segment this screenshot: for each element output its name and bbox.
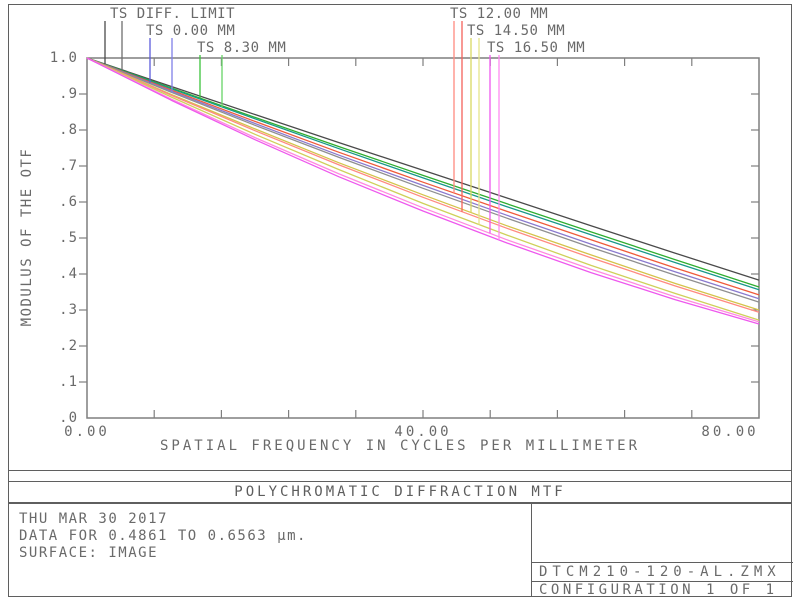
mtf-plot-canvas <box>79 21 760 419</box>
lens-file-name: DTCM210-120-AL.ZMX <box>539 564 781 580</box>
y-tick-label: .2 <box>59 338 78 354</box>
mtf-curve-5 <box>86 57 760 303</box>
plot-frame <box>86 57 760 419</box>
legend-entry-12mm: TS 12.00 MM <box>450 6 549 22</box>
mtf-curve-7 <box>86 57 760 313</box>
mtf-curve-10 <box>86 57 760 325</box>
file-cell-mid-divider <box>531 581 793 582</box>
x-tick-label: 40.00 <box>394 424 452 440</box>
legend-entry-14.5mm: TS 14.50 MM <box>467 23 566 39</box>
y-tick-label: .5 <box>59 230 78 246</box>
mtf-curve-8 <box>86 57 760 321</box>
y-axis-title: MODULUS OF THE OTF <box>19 147 35 327</box>
y-tick-label: .6 <box>59 194 78 210</box>
y-tick-label: .8 <box>59 122 78 138</box>
legend-entry-diff-limit: TS DIFF. LIMIT <box>110 6 236 22</box>
mtf-curve-3 <box>86 57 760 296</box>
mtf-curve-0 <box>86 57 760 281</box>
y-tick-label: .1 <box>59 374 78 390</box>
y-tick-label: .0 <box>59 410 78 426</box>
configuration-text: CONFIGURATION 1 OF 1 <box>539 582 778 598</box>
legend-entry-16.5mm: TS 16.50 MM <box>487 40 586 56</box>
mtf-curve-9 <box>86 57 760 323</box>
date-text: THU MAR 30 2017 <box>19 511 168 527</box>
legend-entry-0mm: TS 0.00 MM <box>146 23 236 39</box>
y-tick-label: .4 <box>59 266 78 282</box>
chart-title: POLYCHROMATIC DIFFRACTION MTF <box>234 484 566 500</box>
file-cell-top-divider <box>531 562 793 563</box>
y-tick-label: .7 <box>59 158 78 174</box>
chart-title-bar: POLYCHROMATIC DIFFRACTION MTF <box>8 481 792 503</box>
y-tick-label: .3 <box>59 302 78 318</box>
surface-text: SURFACE: IMAGE <box>19 545 159 561</box>
legend-entry-8.3mm: TS 8.30 MM <box>197 40 287 56</box>
y-tick-label: 1.0 <box>49 50 78 66</box>
mtf-curve-6 <box>86 57 760 311</box>
mtf-curve-2 <box>86 57 760 291</box>
mtf-curve-1 <box>86 57 760 288</box>
mtf-curve-4 <box>86 57 760 300</box>
x-tick-label: 80.00 <box>701 424 759 440</box>
info-box: THU MAR 30 2017 DATA FOR 0.4861 TO 0.656… <box>8 503 793 598</box>
wavelength-range-text: DATA FOR 0.4861 TO 0.6563 µm. <box>19 528 307 544</box>
frame-side-connectors <box>8 471 792 481</box>
x-tick-label: 0.00 <box>64 424 110 440</box>
y-tick-label: .9 <box>59 86 78 102</box>
plot-region-frame <box>8 4 792 471</box>
info-vertical-divider <box>531 504 532 596</box>
x-axis-title: SPATIAL FREQUENCY IN CYCLES PER MILLIMET… <box>159 438 641 454</box>
